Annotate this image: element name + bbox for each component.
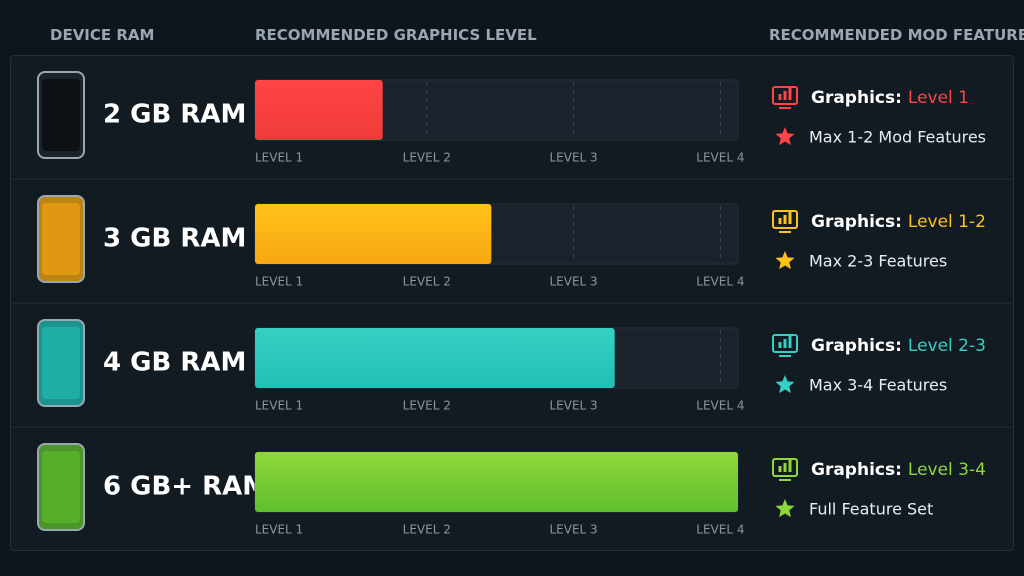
monitor-icon [772,210,798,229]
level-label: LEVEL 2 [403,399,451,413]
level-label: LEVEL 3 [549,523,597,537]
ram-label: 4 GB RAM [103,348,246,378]
graphics-text: Graphics: Level 3-4 [811,460,986,480]
graphics-label: Graphics: [811,212,902,232]
header-device: DEVICE RAM [50,26,154,44]
level-label: LEVEL 1 [255,275,303,289]
level-label: LEVEL 3 [549,399,597,413]
graphics-label: Graphics: [811,88,902,108]
phone-screen [42,79,80,151]
level-label: LEVEL 3 [549,275,597,289]
monitor-bars [788,336,792,348]
monitor-bars [778,466,782,472]
graphics-label: Graphics: [811,460,902,480]
level-label: LEVEL 4 [696,399,744,413]
features-text: Max 3-4 Features [809,376,947,395]
level-bar [255,328,615,388]
level-label: LEVEL 1 [255,523,303,537]
level-label: LEVEL 2 [403,275,451,289]
ram-label: 3 GB RAM [103,224,246,254]
monitor-bars [778,218,782,224]
level-label: LEVEL 1 [255,151,303,165]
monitor-bars [783,215,787,224]
monitor-bars [788,460,792,472]
level-label: LEVEL 4 [696,151,744,165]
monitor-icon [772,458,798,477]
monitor-bars [788,212,792,224]
level-label: LEVEL 4 [696,275,744,289]
monitor-icon [772,334,798,353]
ram-label: 6 GB+ RAM [103,472,268,502]
features-text: Max 1-2 Mod Features [809,128,986,147]
ram-label: 2 GB RAM [103,100,246,130]
phone-screen [42,451,80,523]
level-label: LEVEL 2 [403,523,451,537]
monitor-icon [772,86,798,105]
level-label: LEVEL 2 [403,151,451,165]
level-bar [255,452,738,512]
features-text: Full Feature Set [809,500,933,519]
level-bar [255,204,492,264]
monitor-bars [783,463,787,472]
star-icon [775,375,795,394]
header-features: RECOMMENDED MOD FEATURES [769,26,1024,44]
phone-screen [42,327,80,399]
graphics-text: Graphics: Level 2-3 [811,336,986,356]
graphics-text: Graphics: Level 1-2 [811,212,986,232]
monitor-bars [783,91,787,100]
graphics-level: Level 1-2 [908,212,986,232]
level-bar [255,80,383,140]
monitor-bars [788,88,792,100]
level-label: LEVEL 3 [549,151,597,165]
level-label: LEVEL 4 [696,523,744,537]
features-text: Max 2-3 Features [809,252,947,271]
graphics-level: Level 3-4 [908,460,986,480]
monitor-bars [783,339,787,348]
graphics-text: Graphics: Level 1 [811,88,969,108]
star-icon [775,499,795,518]
monitor-bars [778,94,782,100]
monitor-bars [778,342,782,348]
level-label: LEVEL 1 [255,399,303,413]
graphics-level: Level 2-3 [908,336,986,356]
graphics-label: Graphics: [811,336,902,356]
header-graphics: RECOMMENDED GRAPHICS LEVEL [255,26,537,44]
graphics-level: Level 1 [908,88,969,108]
phone-screen [42,203,80,275]
star-icon [775,251,795,270]
star-icon [775,127,795,146]
